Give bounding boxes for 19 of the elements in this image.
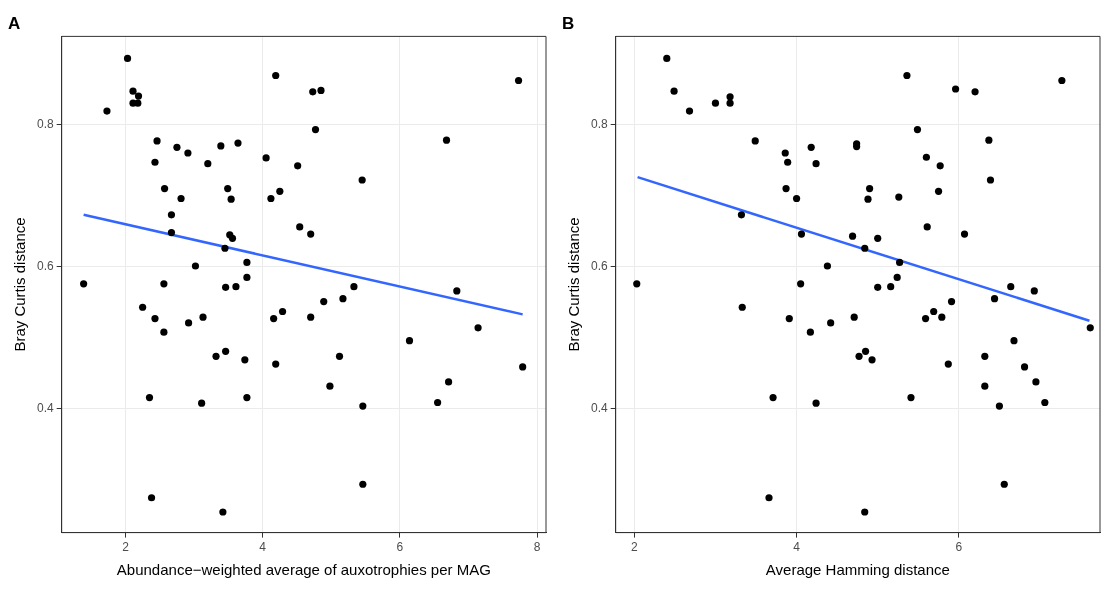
y-tick-label: 0.8	[36, 116, 54, 131]
x-tick-label: 4	[259, 540, 267, 555]
x-tick-label: 6	[396, 540, 404, 555]
y-tick-label: 0.4	[590, 401, 608, 416]
x-tick-label: 6	[955, 540, 963, 555]
x-tick-label: 4	[793, 540, 801, 555]
y-tick-label: 0.4	[36, 401, 54, 416]
x-axis-title: Abundance−weighted average of auxotrophies per MAG	[116, 561, 491, 579]
y-tick-label: 0.6	[36, 259, 54, 274]
y-axis-title: Bray Curtis distance	[565, 217, 583, 352]
x-tick-label: 2	[122, 540, 130, 555]
y-tick-label: 0.8	[590, 116, 608, 131]
chart-title: B	[562, 13, 575, 33]
chart-title: A	[8, 13, 21, 33]
x-tick-label: 8	[533, 540, 541, 555]
y-axis-title: Bray Curtis distance	[11, 217, 29, 352]
x-tick-label: 2	[631, 540, 638, 555]
x-axis-title: Average Hamming distance	[765, 561, 950, 579]
y-tick-label: 0.6	[590, 259, 608, 274]
